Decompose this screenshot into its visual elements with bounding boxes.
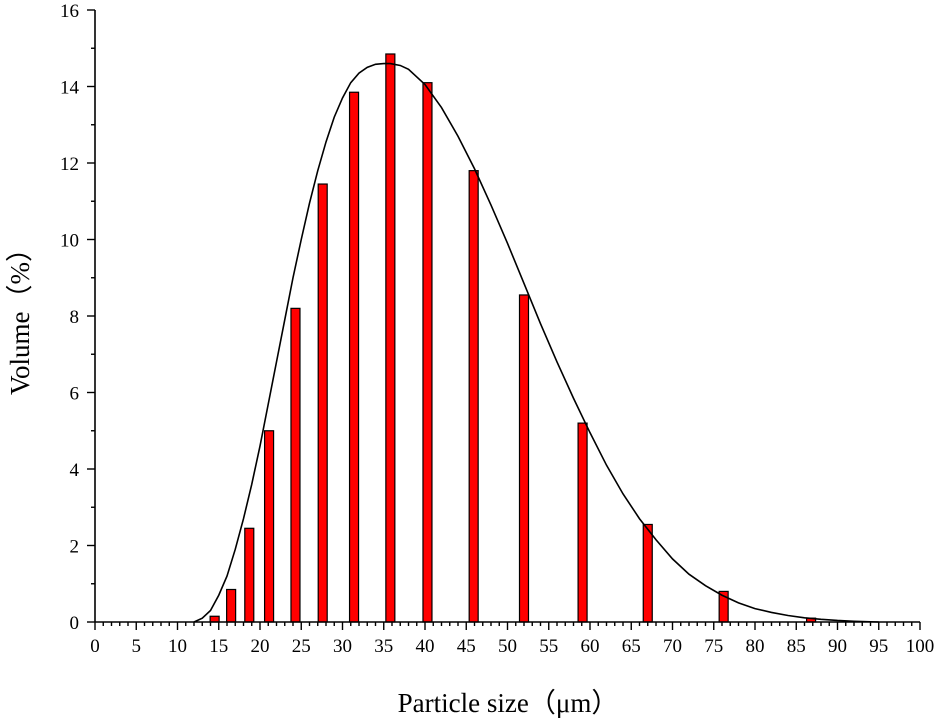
bar-10	[518, 294, 530, 623]
x-axis-title: Particle size（μm）	[398, 688, 619, 718]
x-tick-label: 75	[704, 636, 723, 657]
x-tick-label: 35	[374, 636, 393, 657]
y-tick-label: 12	[60, 154, 79, 175]
axes-layer	[94, 10, 920, 623]
x-tick-label: 0	[90, 636, 100, 657]
x-tick-label: 100	[906, 636, 935, 657]
bar-7	[385, 53, 396, 623]
y-tick-label: 0	[70, 613, 80, 634]
x-tick-label: 25	[292, 636, 311, 657]
fit-curve	[193, 62, 879, 623]
bar-0	[209, 615, 220, 623]
bar-8	[422, 82, 433, 623]
y-tick-label: 14	[60, 78, 80, 99]
ticks-layer: 0 5 10 15 20 25 30 35 40 45 50 55 60 65 70 75 80 85 90 95 10…	[60, 1, 934, 657]
x-tick-label: 20	[251, 636, 270, 657]
bar-1	[226, 588, 237, 623]
x-tick-label: 55	[539, 636, 558, 657]
y-axis-title: Volume（%）	[5, 235, 35, 395]
x-tick-label: 10	[168, 636, 187, 657]
bar-6	[348, 91, 360, 623]
bar-3	[263, 430, 275, 623]
bar-5	[317, 183, 328, 623]
x-tick-label: 5	[132, 636, 142, 657]
x-tick-label: 90	[828, 636, 847, 657]
x-tick-label: 30	[333, 636, 352, 657]
x-tick-label: 45	[457, 636, 476, 657]
bar-2	[244, 527, 255, 623]
bar-4	[290, 307, 301, 623]
bar-9	[468, 170, 479, 623]
x-tick-label: 15	[209, 636, 228, 657]
x-tick-label: 95	[869, 636, 888, 657]
x-tick-label: 80	[746, 636, 765, 657]
bars-layer	[209, 53, 817, 623]
y-tick-label: 16	[60, 1, 79, 22]
x-tick-label: 50	[498, 636, 517, 657]
y-tick-label: 4	[70, 460, 80, 481]
x-tick-label: 60	[581, 636, 600, 657]
y-tick-label: 6	[70, 384, 80, 405]
x-tick-label: 85	[787, 636, 806, 657]
bar-11	[577, 422, 588, 623]
y-tick-label: 2	[70, 537, 80, 558]
y-tick-label: 8	[70, 307, 80, 328]
x-tick-label: 70	[663, 636, 682, 657]
y-tick-label: 10	[60, 231, 79, 252]
bar-12	[642, 523, 653, 623]
x-tick-label: 40	[416, 636, 435, 657]
x-tick-label: 65	[622, 636, 641, 657]
